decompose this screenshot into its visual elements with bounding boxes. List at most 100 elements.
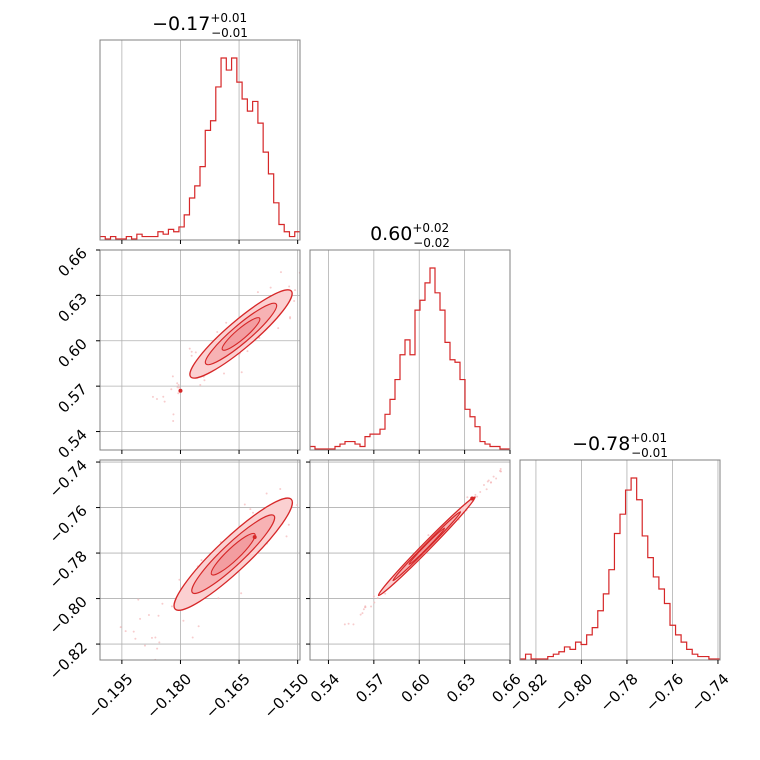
outlier-point — [470, 496, 475, 501]
sample-point — [370, 605, 373, 608]
panel-plot-area — [310, 250, 510, 450]
sample-point — [249, 508, 252, 511]
histogram-1 — [310, 267, 510, 450]
histogram-2 — [520, 477, 720, 660]
contour-inner — [408, 527, 446, 565]
y-tick-label: −0.82 — [46, 638, 91, 683]
x-tick-label: −0.78 — [596, 670, 641, 715]
sample-point — [343, 623, 346, 626]
sample-point — [172, 413, 175, 416]
sample-point — [171, 375, 174, 378]
sample-point — [495, 477, 498, 480]
sample-point — [163, 400, 166, 403]
sample-point — [172, 420, 175, 423]
y-tick-label: −0.78 — [46, 547, 91, 592]
x-tick-label: −0.76 — [642, 670, 687, 715]
sample-point — [325, 488, 327, 490]
contour-inner — [210, 532, 256, 576]
sample-point — [191, 636, 194, 639]
sample-point — [147, 614, 150, 617]
panel-1-0 — [96, 249, 319, 454]
sample-point — [317, 256, 319, 258]
sample-point — [154, 636, 157, 639]
x-tick-label: −0.74 — [687, 670, 732, 715]
sample-point — [216, 330, 219, 333]
sample-point — [240, 371, 243, 374]
sample-point — [372, 595, 375, 598]
sample-point — [194, 351, 197, 354]
sample-point — [124, 630, 127, 633]
y-tick-label: 0.60 — [54, 335, 90, 371]
sample-point — [304, 449, 306, 451]
y-tick-label: 0.57 — [54, 380, 90, 416]
sample-point — [277, 327, 280, 330]
sample-point — [489, 481, 492, 484]
x-tick-label: −0.180 — [143, 670, 195, 722]
y-tick-label: 0.63 — [54, 289, 90, 325]
title-sup: +0.01 — [210, 11, 247, 25]
sample-point — [285, 535, 288, 538]
title-sub: −0.02 — [413, 236, 450, 250]
sample-point — [170, 605, 173, 608]
x-tick-label: 0.54 — [307, 670, 343, 706]
sample-point — [143, 644, 146, 647]
sample-point — [279, 271, 282, 274]
title-1: 0.60+0.02 −0.02 — [370, 221, 450, 250]
sample-point — [243, 503, 246, 506]
sample-point — [225, 321, 228, 324]
sample-point — [312, 271, 314, 273]
panel-frame — [99, 249, 301, 451]
title-sup: +0.01 — [630, 431, 667, 445]
sample-point — [177, 392, 180, 395]
sample-point — [132, 630, 135, 633]
sample-point — [177, 383, 180, 386]
sample-point — [376, 597, 379, 600]
panel-2-0 — [96, 449, 348, 664]
panel-2-1 — [306, 459, 511, 664]
contour-group — [377, 496, 476, 597]
sample-point — [486, 480, 489, 483]
sample-point — [156, 647, 159, 650]
sample-point — [311, 287, 313, 289]
outlier-point — [178, 388, 183, 393]
title-main: −0.17 — [152, 13, 210, 35]
sample-point — [329, 479, 331, 481]
sample-point — [251, 511, 254, 514]
panel-0-0: −0.17+0.01 −0.01 — [99, 11, 301, 244]
panel-2-2: −0.78+0.01 −0.01 — [519, 431, 721, 664]
sample-point — [318, 477, 320, 479]
sample-point — [499, 469, 502, 472]
sample-point — [361, 612, 364, 615]
title-sub: −0.01 — [211, 26, 248, 40]
y-tick-label: −0.76 — [46, 502, 91, 547]
x-tick-label: −0.165 — [202, 670, 254, 722]
sample-point — [316, 489, 318, 491]
sample-point — [359, 613, 362, 616]
sample-point — [492, 475, 495, 478]
sample-point — [485, 488, 488, 491]
x-tick-label: −0.80 — [551, 670, 596, 715]
sample-point — [203, 379, 206, 382]
panel-plot-area — [100, 250, 319, 450]
sample-point — [313, 481, 315, 483]
panel-frame — [309, 459, 511, 661]
sample-point — [474, 493, 477, 496]
sample-point — [362, 608, 365, 611]
title-sub: −0.01 — [631, 446, 668, 460]
sample-point — [137, 598, 140, 601]
contour-inner — [221, 317, 261, 351]
sample-point — [364, 606, 367, 609]
sample-point — [158, 641, 161, 644]
sample-point — [197, 625, 200, 628]
sample-point — [294, 289, 297, 292]
sample-point — [482, 484, 485, 487]
sample-point — [346, 493, 348, 495]
sample-point — [293, 300, 296, 303]
panel-frame — [519, 459, 721, 661]
sample-point — [269, 286, 272, 289]
x-tick-label: −0.150 — [260, 670, 312, 722]
sample-point — [190, 354, 193, 357]
sample-point — [178, 386, 181, 389]
sample-point — [258, 336, 261, 339]
